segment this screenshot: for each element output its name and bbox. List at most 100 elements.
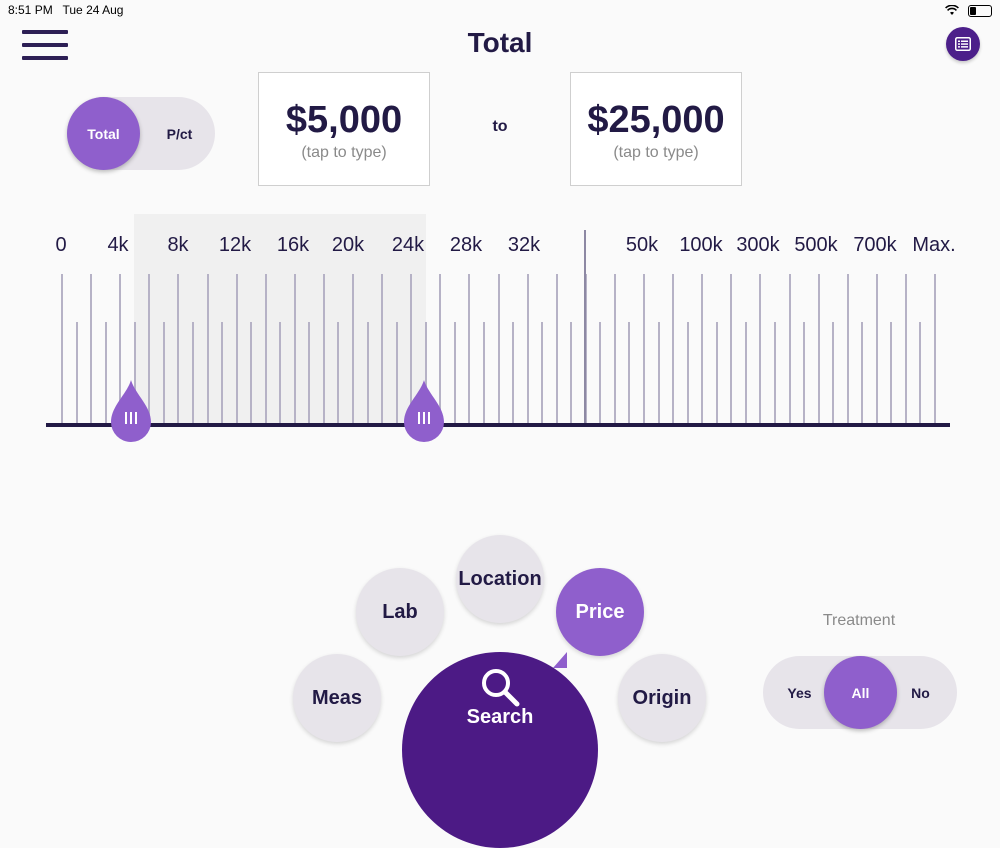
slider-tick — [789, 274, 791, 423]
slider-tick-label: 24k — [391, 234, 425, 256]
filter-price-button[interactable]: Price — [556, 568, 644, 656]
slider-tick — [163, 322, 165, 423]
slider-tick — [527, 274, 529, 423]
slider-tick — [614, 274, 616, 423]
price-range-slider[interactable]: 0 4k 8k 12k 16k 20k 24k 28k 32k 50k 100k 300k 500k 70… — [0, 212, 1000, 452]
hamburger-icon[interactable] — [22, 30, 68, 60]
slider-tick-label: Max. — [912, 234, 956, 256]
slider-tick-label: 100k — [679, 234, 723, 256]
slider-tick — [643, 274, 645, 423]
slider-tick — [556, 274, 558, 423]
slider-tick — [658, 322, 660, 423]
slider-tick — [847, 274, 849, 423]
slider-tick — [919, 322, 921, 423]
slider-tick-label: 500k — [794, 234, 838, 256]
treatment-option-all[interactable]: All — [824, 656, 897, 729]
slider-tick — [628, 322, 630, 423]
max-price-field[interactable]: $25,000 (tap to type) — [570, 72, 742, 186]
status-icons — [944, 3, 992, 17]
slider-tick — [934, 274, 936, 423]
max-price-hint: (tap to type) — [613, 144, 699, 161]
slider-tick — [148, 274, 150, 423]
slider-tick — [221, 322, 223, 423]
slider-tick — [236, 274, 238, 423]
filter-origin-button[interactable]: Origin — [618, 654, 706, 742]
slider-tick — [90, 274, 92, 423]
slider-tick — [876, 274, 878, 423]
filter-meas-button[interactable]: Meas — [293, 654, 381, 742]
list-icon[interactable] — [946, 27, 980, 61]
slider-tick — [177, 274, 179, 423]
slider-tick-label: 28k — [449, 234, 483, 256]
slider-tick — [905, 274, 907, 423]
slider-tick — [308, 322, 310, 423]
slider-tick — [439, 274, 441, 423]
slider-tick — [192, 322, 194, 423]
slider-tick — [468, 274, 470, 423]
slider-tick — [759, 274, 761, 423]
slider-tick — [367, 322, 369, 423]
slider-tick — [498, 274, 500, 423]
slider-tick — [381, 274, 383, 423]
slider-tick-label: 20k — [331, 234, 365, 256]
slider-tick — [512, 322, 514, 423]
slider-tick — [570, 322, 572, 423]
toggle-option-total[interactable]: Total — [67, 97, 140, 170]
slider-tick — [730, 274, 732, 423]
slider-tick-label: 700k — [853, 234, 897, 256]
search-icon — [482, 669, 520, 707]
slider-tick — [76, 322, 78, 423]
slider-tick — [250, 322, 252, 423]
slider-tick-label: 12k — [218, 234, 252, 256]
status-bar: 8:51 PM Tue 24 Aug — [0, 0, 1000, 20]
range-separator: to — [492, 118, 508, 135]
treatment-option-yes[interactable]: Yes — [787, 684, 812, 701]
min-slider-handle[interactable] — [109, 380, 153, 446]
slider-tick — [701, 274, 703, 423]
slider-tick — [337, 322, 339, 423]
slider-tick — [818, 274, 820, 423]
slider-tick — [352, 274, 354, 423]
slider-tick — [323, 274, 325, 423]
filter-lab-button[interactable]: Lab — [356, 568, 444, 656]
slider-tick — [687, 322, 689, 423]
slider-tick-label: 0 — [55, 234, 67, 256]
slider-tick — [672, 274, 674, 423]
min-price-field[interactable]: $5,000 (tap to type) — [258, 72, 430, 186]
min-price-hint: (tap to type) — [301, 144, 387, 161]
clock-date: Tue 24 Aug — [62, 3, 124, 17]
slider-tick — [294, 274, 296, 423]
slider-tick-label: 8k — [167, 234, 189, 256]
slider-tick — [134, 322, 136, 423]
slider-tick — [774, 322, 776, 423]
max-price-value: $25,000 — [587, 99, 725, 141]
slider-scale-break — [584, 230, 586, 423]
wifi-icon — [944, 5, 959, 16]
toggle-option-per-carat[interactable]: P/ct — [166, 125, 193, 142]
slider-tick — [483, 322, 485, 423]
filter-location-button[interactable]: Location — [456, 535, 544, 623]
search-button[interactable]: Search — [402, 652, 598, 848]
slider-tick — [396, 322, 398, 423]
slider-tick — [861, 322, 863, 423]
status-time: 8:51 PM Tue 24 Aug — [8, 3, 123, 17]
slider-tick — [803, 322, 805, 423]
slider-tick-label: 50k — [625, 234, 659, 256]
price-mode-toggle[interactable]: Total P/ct — [67, 97, 215, 170]
slider-tick — [105, 322, 107, 423]
slider-tick-label: 4k — [107, 234, 129, 256]
slider-tick — [61, 274, 63, 423]
slider-tick — [265, 274, 267, 423]
slider-tick — [279, 322, 281, 423]
max-slider-handle[interactable] — [402, 380, 446, 446]
treatment-toggle[interactable]: Yes All No — [763, 656, 957, 729]
min-price-value: $5,000 — [285, 99, 403, 141]
treatment-option-no[interactable]: No — [911, 684, 930, 701]
slider-tick — [410, 274, 412, 423]
slider-tick — [541, 322, 543, 423]
list-glyph-icon — [955, 37, 971, 51]
slider-tick — [716, 322, 718, 423]
slider-tick — [454, 322, 456, 423]
slider-tick — [425, 322, 427, 423]
slider-tick — [119, 274, 121, 423]
